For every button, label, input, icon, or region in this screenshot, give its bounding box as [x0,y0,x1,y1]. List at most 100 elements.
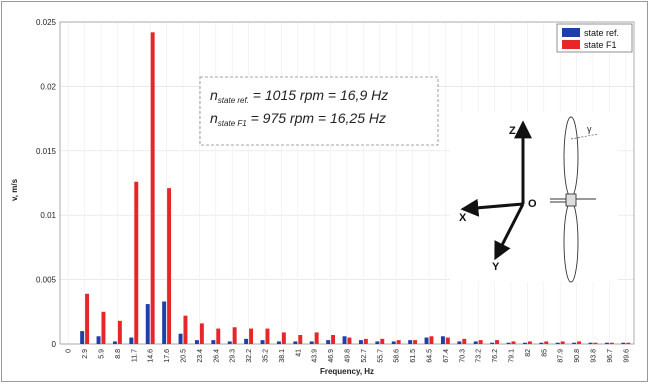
bar-state-f1 [101,311,106,344]
x-tick-label: 29.3 [230,349,237,363]
x-axis-label: Frequency, Hz [320,367,374,376]
bar-state-f1 [413,340,418,344]
x-tick-label: 67.4 [443,349,450,363]
bar-state-ref [539,342,544,344]
bar-state-ref [506,342,511,344]
x-tick-label: 64.5 [427,349,434,363]
x-tick-label: 11.7 [131,349,138,362]
y-axis-label: v, m/s [10,178,19,201]
bar-chart: 0 0.005 0.01 0.015 0.02 0.025 0 2.9 5.9 8.8 11.7 1… [10,18,635,376]
bar-state-f1 [593,342,598,344]
bar-state-ref [178,333,183,344]
bar-state-f1 [560,341,565,344]
bar-state-f1 [396,340,401,344]
x-tick-label: 2.9 [82,349,89,359]
bar-state-f1 [577,341,582,344]
x-tick-label: 20.5 [181,349,188,363]
y-tick-labels: 0 0.005 0.01 0.015 0.02 0.025 [36,18,57,349]
bar-state-f1 [117,320,122,344]
x-tick-label: 90.8 [574,349,581,363]
bar-state-ref [358,340,363,344]
x-tick-label: 0 [66,349,73,353]
legend-label-state-ref: state ref. [584,28,619,38]
x-tick-label: 58.6 [394,349,401,363]
y-tick-label: 0 [52,340,57,349]
bar-state-f1 [462,338,467,344]
bar-state-ref [145,304,150,344]
x-tick-labels: 0 2.9 5.9 8.8 11.7 14.6 17.6 20.5 23.4 26.4 29.3 32… [66,349,631,363]
legend-label-state-f1: state F1 [584,40,617,50]
bar-state-f1 [85,293,90,344]
x-tick-label: 61.5 [410,349,417,363]
bar-state-ref [194,340,199,344]
x-tick-label: 35.2 [263,349,270,363]
bar-state-f1 [232,327,237,344]
propeller-blade-upper [563,116,579,198]
bar-state-ref [244,338,249,344]
y-tick-label: 0.015 [36,147,57,156]
bar-state-ref [440,336,445,344]
bar-state-f1 [314,332,319,344]
bar-state-ref [473,341,478,344]
axis-label-x: X [459,212,467,224]
bar-state-ref [555,342,560,344]
bar-state-f1 [511,341,516,344]
bar-state-f1 [478,340,483,344]
legend: state ref. state F1 [556,23,633,53]
bar-state-f1 [150,32,155,344]
x-tick-label: 14.6 [148,349,155,363]
bar-state-f1 [429,336,434,344]
bar-state-ref [408,340,413,344]
x-tick-label: 32.2 [246,349,253,363]
annotation-line-1-sub: state ref. [218,96,249,105]
coordinate-inset: Z X Y O γ [450,112,618,283]
bar-state-ref [342,336,347,344]
axis-label-y: Y [492,261,500,273]
bar-state-ref [326,340,331,344]
bar-state-ref [96,336,101,344]
bar-state-ref [457,341,462,344]
bar-state-ref [588,342,593,344]
bar-state-ref [276,341,281,344]
annotation-line-2-sub: state F1 [218,119,247,128]
x-tick-label: 43.9 [312,349,319,363]
x-tick-label: 79.1 [509,349,516,363]
x-tick-label: 87.9 [558,349,565,363]
bar-state-f1 [298,334,303,344]
bar-state-f1 [249,328,254,344]
x-tick-label: 17.6 [164,349,171,363]
bar-state-f1 [281,332,286,344]
x-tick-label: 70.3 [459,349,466,363]
bar-state-f1 [265,328,270,344]
bar-state-ref [391,341,396,344]
bar-state-ref [227,341,232,344]
propeller-pitch-line [570,133,599,140]
annotation-box [199,76,439,146]
annotation-line-2-n: n [210,110,218,126]
bar-state-ref [162,301,167,344]
propeller-blade-lower [563,201,579,283]
bar-state-f1 [380,338,385,344]
bar-state-f1 [495,340,500,344]
legend-swatch-state-ref [562,28,580,37]
bar-state-f1 [331,334,336,344]
x-tick-label: 76.2 [492,349,499,363]
bar-state-f1 [199,323,204,344]
bar-state-ref [129,337,134,344]
annotation-line-2: nstate F1 = 975 rpm = 16,25 Hz [210,110,386,128]
x-tick-label: 23.4 [197,349,204,363]
bar-state-f1 [216,328,221,344]
bar-state-f1 [347,337,352,344]
x-tick-label: 38.1 [279,349,286,363]
bar-state-ref [572,342,577,344]
bar-state-ref [309,341,314,344]
x-tick-label: 96.7 [607,349,614,363]
x-tick-label: 99.6 [623,349,630,363]
annotation-line-1-n: n [210,87,218,103]
bars [80,32,631,344]
x-tick-label: 82 [525,349,532,357]
annotation-line-2-text: = 975 rpm = 16,25 Hz [247,110,386,126]
bar-state-ref [211,340,216,344]
y-tick-label: 0.005 [36,276,57,285]
y-axis-arrow [494,203,525,261]
